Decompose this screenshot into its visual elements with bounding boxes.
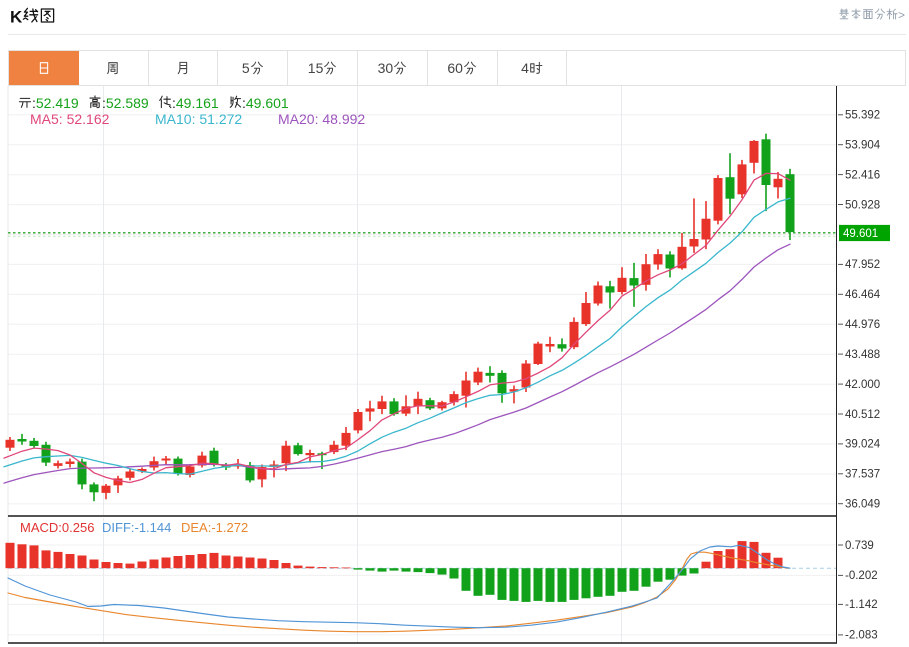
svg-text:39.024: 39.024 (845, 439, 881, 451)
svg-text:40.512: 40.512 (845, 409, 880, 421)
svg-text:46.464: 46.464 (845, 289, 881, 301)
svg-text:37.537: 37.537 (845, 469, 880, 481)
svg-text:52.416: 52.416 (845, 169, 880, 181)
svg-text:-2.083: -2.083 (845, 630, 878, 642)
svg-text:47.952: 47.952 (845, 259, 880, 271)
svg-text:44.976: 44.976 (845, 319, 880, 331)
svg-text:-1.142: -1.142 (845, 599, 878, 611)
svg-text:42.000: 42.000 (845, 379, 880, 391)
svg-text:53.904: 53.904 (845, 140, 881, 152)
svg-text:36.049: 36.049 (845, 499, 880, 511)
svg-text:49.601: 49.601 (843, 228, 878, 240)
svg-text:-0.202: -0.202 (845, 570, 878, 582)
svg-text:55.392: 55.392 (845, 110, 880, 122)
svg-text:0.739: 0.739 (845, 540, 874, 552)
svg-text:50.928: 50.928 (845, 199, 880, 211)
svg-text:43.488: 43.488 (845, 349, 880, 361)
